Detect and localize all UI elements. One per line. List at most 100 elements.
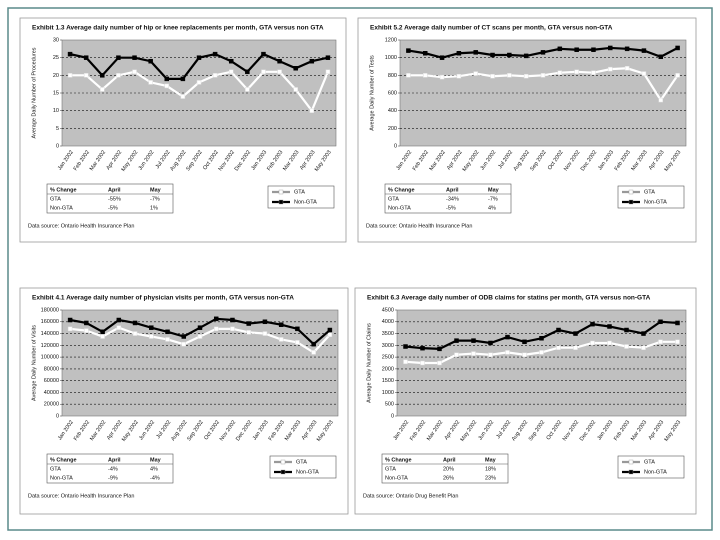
- legend-label: Non-GTA: [294, 199, 317, 205]
- point-marker: [422, 51, 428, 56]
- y-tick-label: 2000: [382, 366, 394, 372]
- point-marker: [556, 327, 561, 333]
- y-tick-label: 500: [385, 402, 394, 408]
- y-tick-label: 0: [56, 413, 59, 419]
- point-marker: [573, 331, 578, 336]
- table-frame: [381, 453, 509, 484]
- table-cell: Non-GTA: [50, 205, 73, 211]
- point-marker: [437, 346, 442, 352]
- chart-title: Exhibit 6.3 Average daily number of ODB …: [367, 295, 651, 302]
- point-marker: [295, 340, 300, 345]
- point-marker: [261, 51, 266, 57]
- table-cell: -7%: [488, 196, 498, 202]
- table-cell: 4%: [150, 466, 158, 472]
- point-marker: [309, 58, 315, 64]
- point-marker: [181, 334, 187, 339]
- table-cell: -55%: [108, 196, 121, 202]
- point-marker: [488, 340, 493, 346]
- point-marker: [132, 320, 138, 326]
- y-tick-label: 100000: [41, 355, 59, 361]
- point-marker: [523, 73, 529, 79]
- point-marker: [278, 337, 284, 342]
- point-marker: [590, 340, 595, 346]
- y-tick-label: 40000: [44, 390, 59, 396]
- y-tick-label: 3000: [382, 343, 394, 349]
- y-tick-label: 1000: [385, 55, 397, 61]
- point-marker: [624, 66, 630, 71]
- point-marker: [230, 326, 235, 332]
- point-marker: [505, 350, 510, 355]
- point-marker: [100, 334, 105, 339]
- table-cell: 18%: [485, 466, 496, 472]
- y-tick-label: 60000: [44, 378, 59, 384]
- y-tick-label: 160000: [41, 319, 59, 325]
- point-marker: [164, 83, 170, 89]
- legend-label: GTA: [296, 459, 307, 465]
- point-marker: [295, 326, 300, 332]
- point-marker: [556, 345, 561, 350]
- y-tick-label: 4000: [382, 319, 394, 325]
- legend-label: GTA: [294, 189, 305, 195]
- point-marker: [327, 327, 333, 333]
- point-marker: [197, 334, 203, 339]
- table-header: April: [443, 457, 456, 463]
- table-frame: [46, 183, 174, 214]
- table-header: April: [108, 457, 121, 463]
- point-marker: [591, 70, 596, 75]
- point-marker: [293, 87, 298, 92]
- point-marker: [84, 328, 89, 333]
- table-cell: Non-GTA: [385, 475, 408, 481]
- y-tick-label: 20000: [44, 402, 59, 408]
- table-cell: -4%: [150, 475, 160, 481]
- point-marker: [309, 108, 315, 113]
- point-marker: [454, 352, 459, 358]
- point-marker: [181, 341, 187, 347]
- y-tick-label: 10: [53, 108, 59, 114]
- point-marker: [277, 69, 282, 75]
- table-cell: 20%: [443, 466, 454, 472]
- point-marker: [574, 69, 579, 75]
- table-frame: [384, 183, 512, 214]
- point-marker: [540, 73, 546, 78]
- point-marker: [591, 47, 596, 52]
- point-marker: [456, 51, 462, 56]
- point-marker: [403, 344, 408, 349]
- data-source: Data source: Ontario Drug Benefit Plan: [363, 493, 458, 499]
- point-marker: [454, 338, 459, 343]
- point-marker: [658, 97, 664, 103]
- chart-title: Exhibit 4.1 Average daily number of phys…: [32, 295, 294, 302]
- point-marker: [573, 345, 578, 350]
- point-marker: [164, 76, 170, 82]
- point-marker: [246, 330, 251, 335]
- point-marker: [522, 339, 527, 345]
- table-cell: -34%: [446, 196, 459, 202]
- point-marker: [624, 344, 629, 349]
- table-header: % Change: [385, 457, 412, 463]
- legend-marker: [278, 189, 284, 195]
- point-marker: [439, 74, 445, 80]
- chart-panel: Exhibit 5.2 Average daily number of CT s…: [357, 17, 697, 243]
- y-tick-label: 1200: [385, 37, 397, 43]
- point-marker: [212, 51, 218, 57]
- point-marker: [180, 94, 186, 99]
- y-tick-label: 140000: [41, 331, 59, 337]
- point-marker: [505, 334, 510, 340]
- point-marker: [406, 48, 411, 53]
- point-marker: [213, 326, 219, 332]
- point-marker: [132, 331, 138, 336]
- point-marker: [83, 55, 89, 60]
- legend-marker: [628, 199, 634, 205]
- y-tick-label: 0: [56, 143, 59, 149]
- point-marker: [196, 55, 202, 60]
- point-marker: [557, 70, 563, 75]
- y-tick-label: 80000: [44, 366, 59, 372]
- table-header: % Change: [388, 187, 415, 193]
- y-tick-label: 200: [388, 126, 397, 132]
- legend-marker: [628, 459, 634, 465]
- point-marker: [311, 350, 316, 355]
- point-marker: [67, 317, 73, 323]
- point-marker: [590, 321, 595, 327]
- point-marker: [116, 325, 122, 330]
- point-marker: [116, 55, 121, 60]
- point-marker: [608, 66, 613, 72]
